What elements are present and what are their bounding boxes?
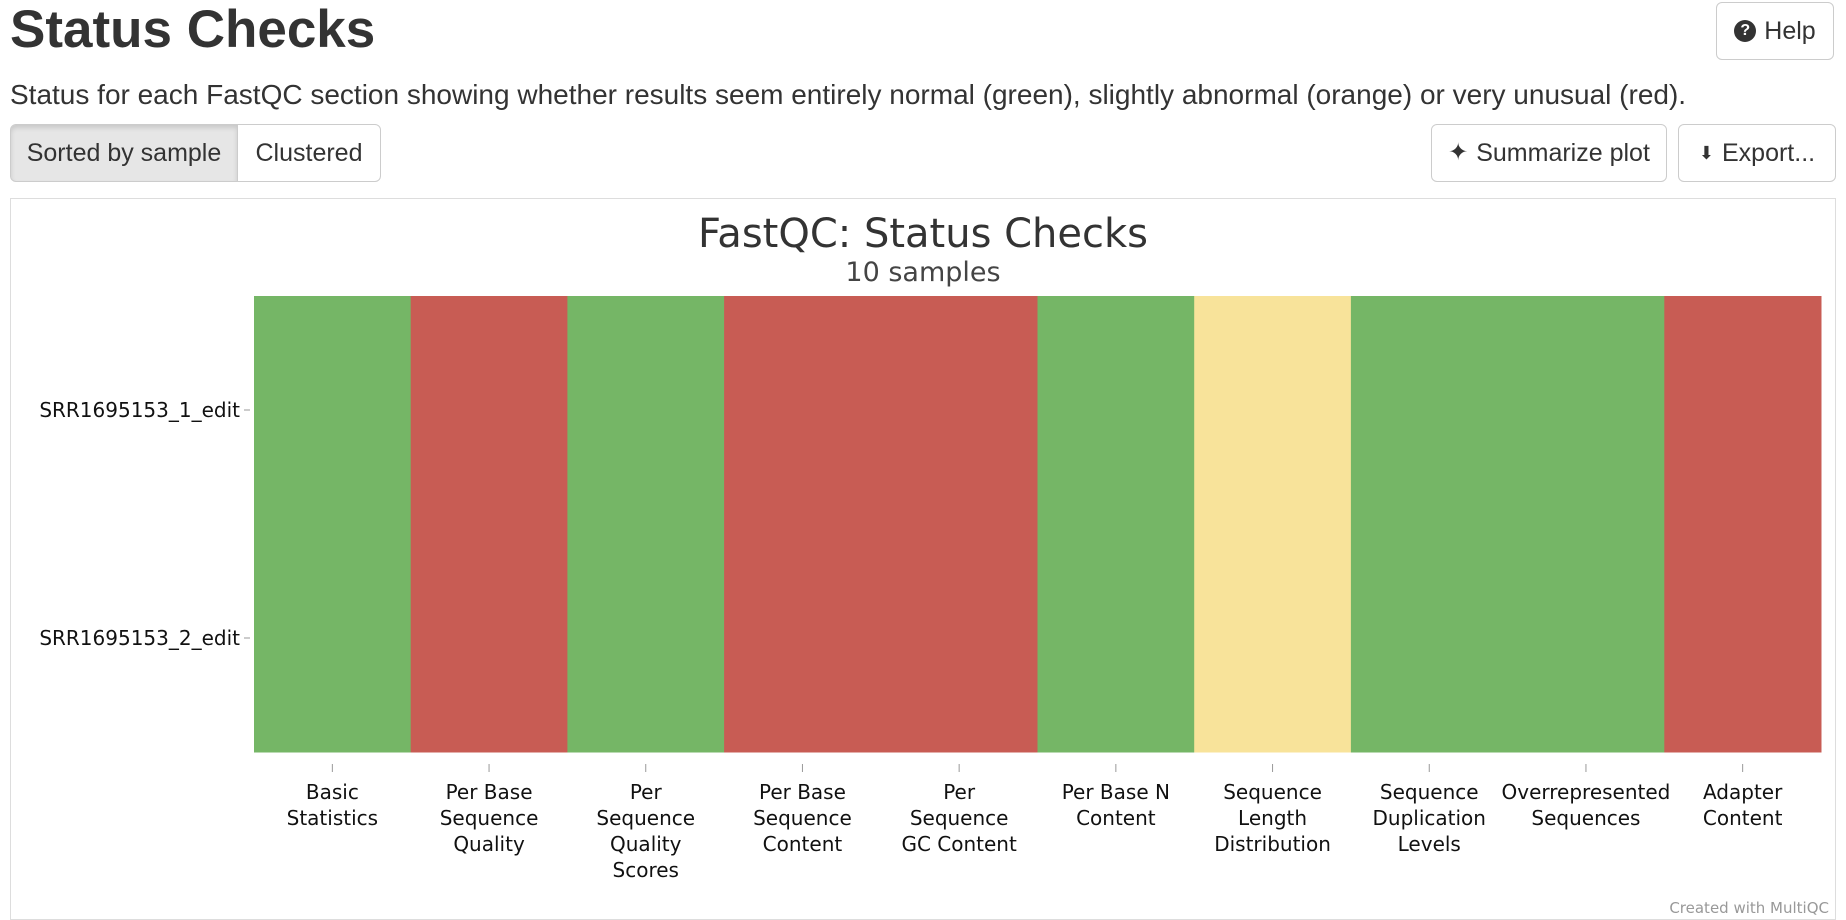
- heatmap-plot[interactable]: FastQC: Status Checks 10 samples SRR1695…: [10, 198, 1836, 920]
- column-label: Per Sequence Quality Scores: [596, 780, 695, 882]
- column-label: Basic Statistics: [287, 780, 378, 830]
- heatmap-cell[interactable]: [254, 296, 412, 525]
- column-label: Overrepresented Sequences: [1502, 780, 1671, 830]
- column-label: Per Sequence GC Content: [901, 780, 1017, 856]
- heatmap-cell[interactable]: [254, 524, 412, 753]
- heatmap-cell[interactable]: [567, 296, 725, 525]
- heatmap-cell[interactable]: [1350, 296, 1509, 525]
- export-button[interactable]: ⬇ Export...: [1678, 124, 1836, 182]
- summarize-plot-button[interactable]: ✦ Summarize plot: [1431, 124, 1667, 182]
- sorted-by-sample-label: Sorted by sample: [26, 138, 222, 167]
- help-button[interactable]: ? Help: [1716, 2, 1834, 60]
- heatmap-svg: FastQC: Status Checks 10 samples SRR1695…: [39, 211, 1829, 917]
- column-label: Adapter Content: [1703, 780, 1783, 830]
- heatmap-cell[interactable]: [1037, 524, 1195, 753]
- heatmap-cell[interactable]: [1664, 296, 1822, 525]
- heatmap-cell[interactable]: [410, 524, 568, 753]
- sparkle-icon: ✦: [1448, 139, 1469, 166]
- heatmap-cell[interactable]: [1507, 524, 1665, 753]
- heatmap-cell[interactable]: [1194, 524, 1352, 753]
- heatmap-cell[interactable]: [1507, 296, 1665, 525]
- clustered-button[interactable]: Clustered: [237, 124, 381, 182]
- row-labels: SRR1695153_1_edit SRR1695153_2_edit: [39, 398, 250, 650]
- summarize-plot-label: Summarize plot: [1476, 138, 1650, 167]
- chart-title: FastQC: Status Checks: [698, 211, 1148, 257]
- column-label: Sequence Duplication Levels: [1373, 780, 1486, 856]
- heatmap-cell[interactable]: [1037, 296, 1195, 525]
- heatmap-cell[interactable]: [1350, 524, 1509, 753]
- heatmap-cell[interactable]: [567, 524, 725, 753]
- heatmap-cell[interactable]: [1194, 296, 1352, 525]
- heatmap-cell[interactable]: [1664, 524, 1822, 753]
- column-label: Per Base N Content: [1062, 780, 1170, 830]
- help-label: Help: [1764, 16, 1816, 45]
- question-circle-icon: ?: [1734, 20, 1757, 42]
- sorted-by-sample-button[interactable]: Sorted by sample: [10, 124, 238, 182]
- column-label: Per Base Sequence Quality: [440, 780, 539, 856]
- column-label: Sequence Length Distribution: [1214, 780, 1331, 856]
- multiqc-credit: Created with MultiQC: [1669, 899, 1829, 917]
- chart-subtitle: 10 samples: [845, 257, 1000, 288]
- section-description: Status for each FastQC section showing w…: [10, 79, 1687, 110]
- export-label: Export...: [1722, 138, 1816, 167]
- heatmap-cell[interactable]: [880, 524, 1038, 753]
- column-label: Per Base Sequence Content: [753, 780, 852, 856]
- heatmap-cell[interactable]: [410, 296, 568, 525]
- heatmap-cell[interactable]: [724, 524, 882, 753]
- heatmap-cell[interactable]: [724, 296, 882, 525]
- heatmap-cells: [254, 296, 1822, 753]
- clustered-label: Clustered: [255, 138, 363, 167]
- page-title: Status Checks: [10, 0, 376, 59]
- download-icon: ⬇: [1698, 143, 1714, 163]
- row-label: SRR1695153_1_edit: [39, 398, 240, 422]
- heatmap-cell[interactable]: [880, 296, 1038, 525]
- column-labels: Basic Statistics Per Base Sequence Quality Pe…: [287, 764, 1783, 882]
- row-label: SRR1695153_2_edit: [39, 626, 240, 650]
